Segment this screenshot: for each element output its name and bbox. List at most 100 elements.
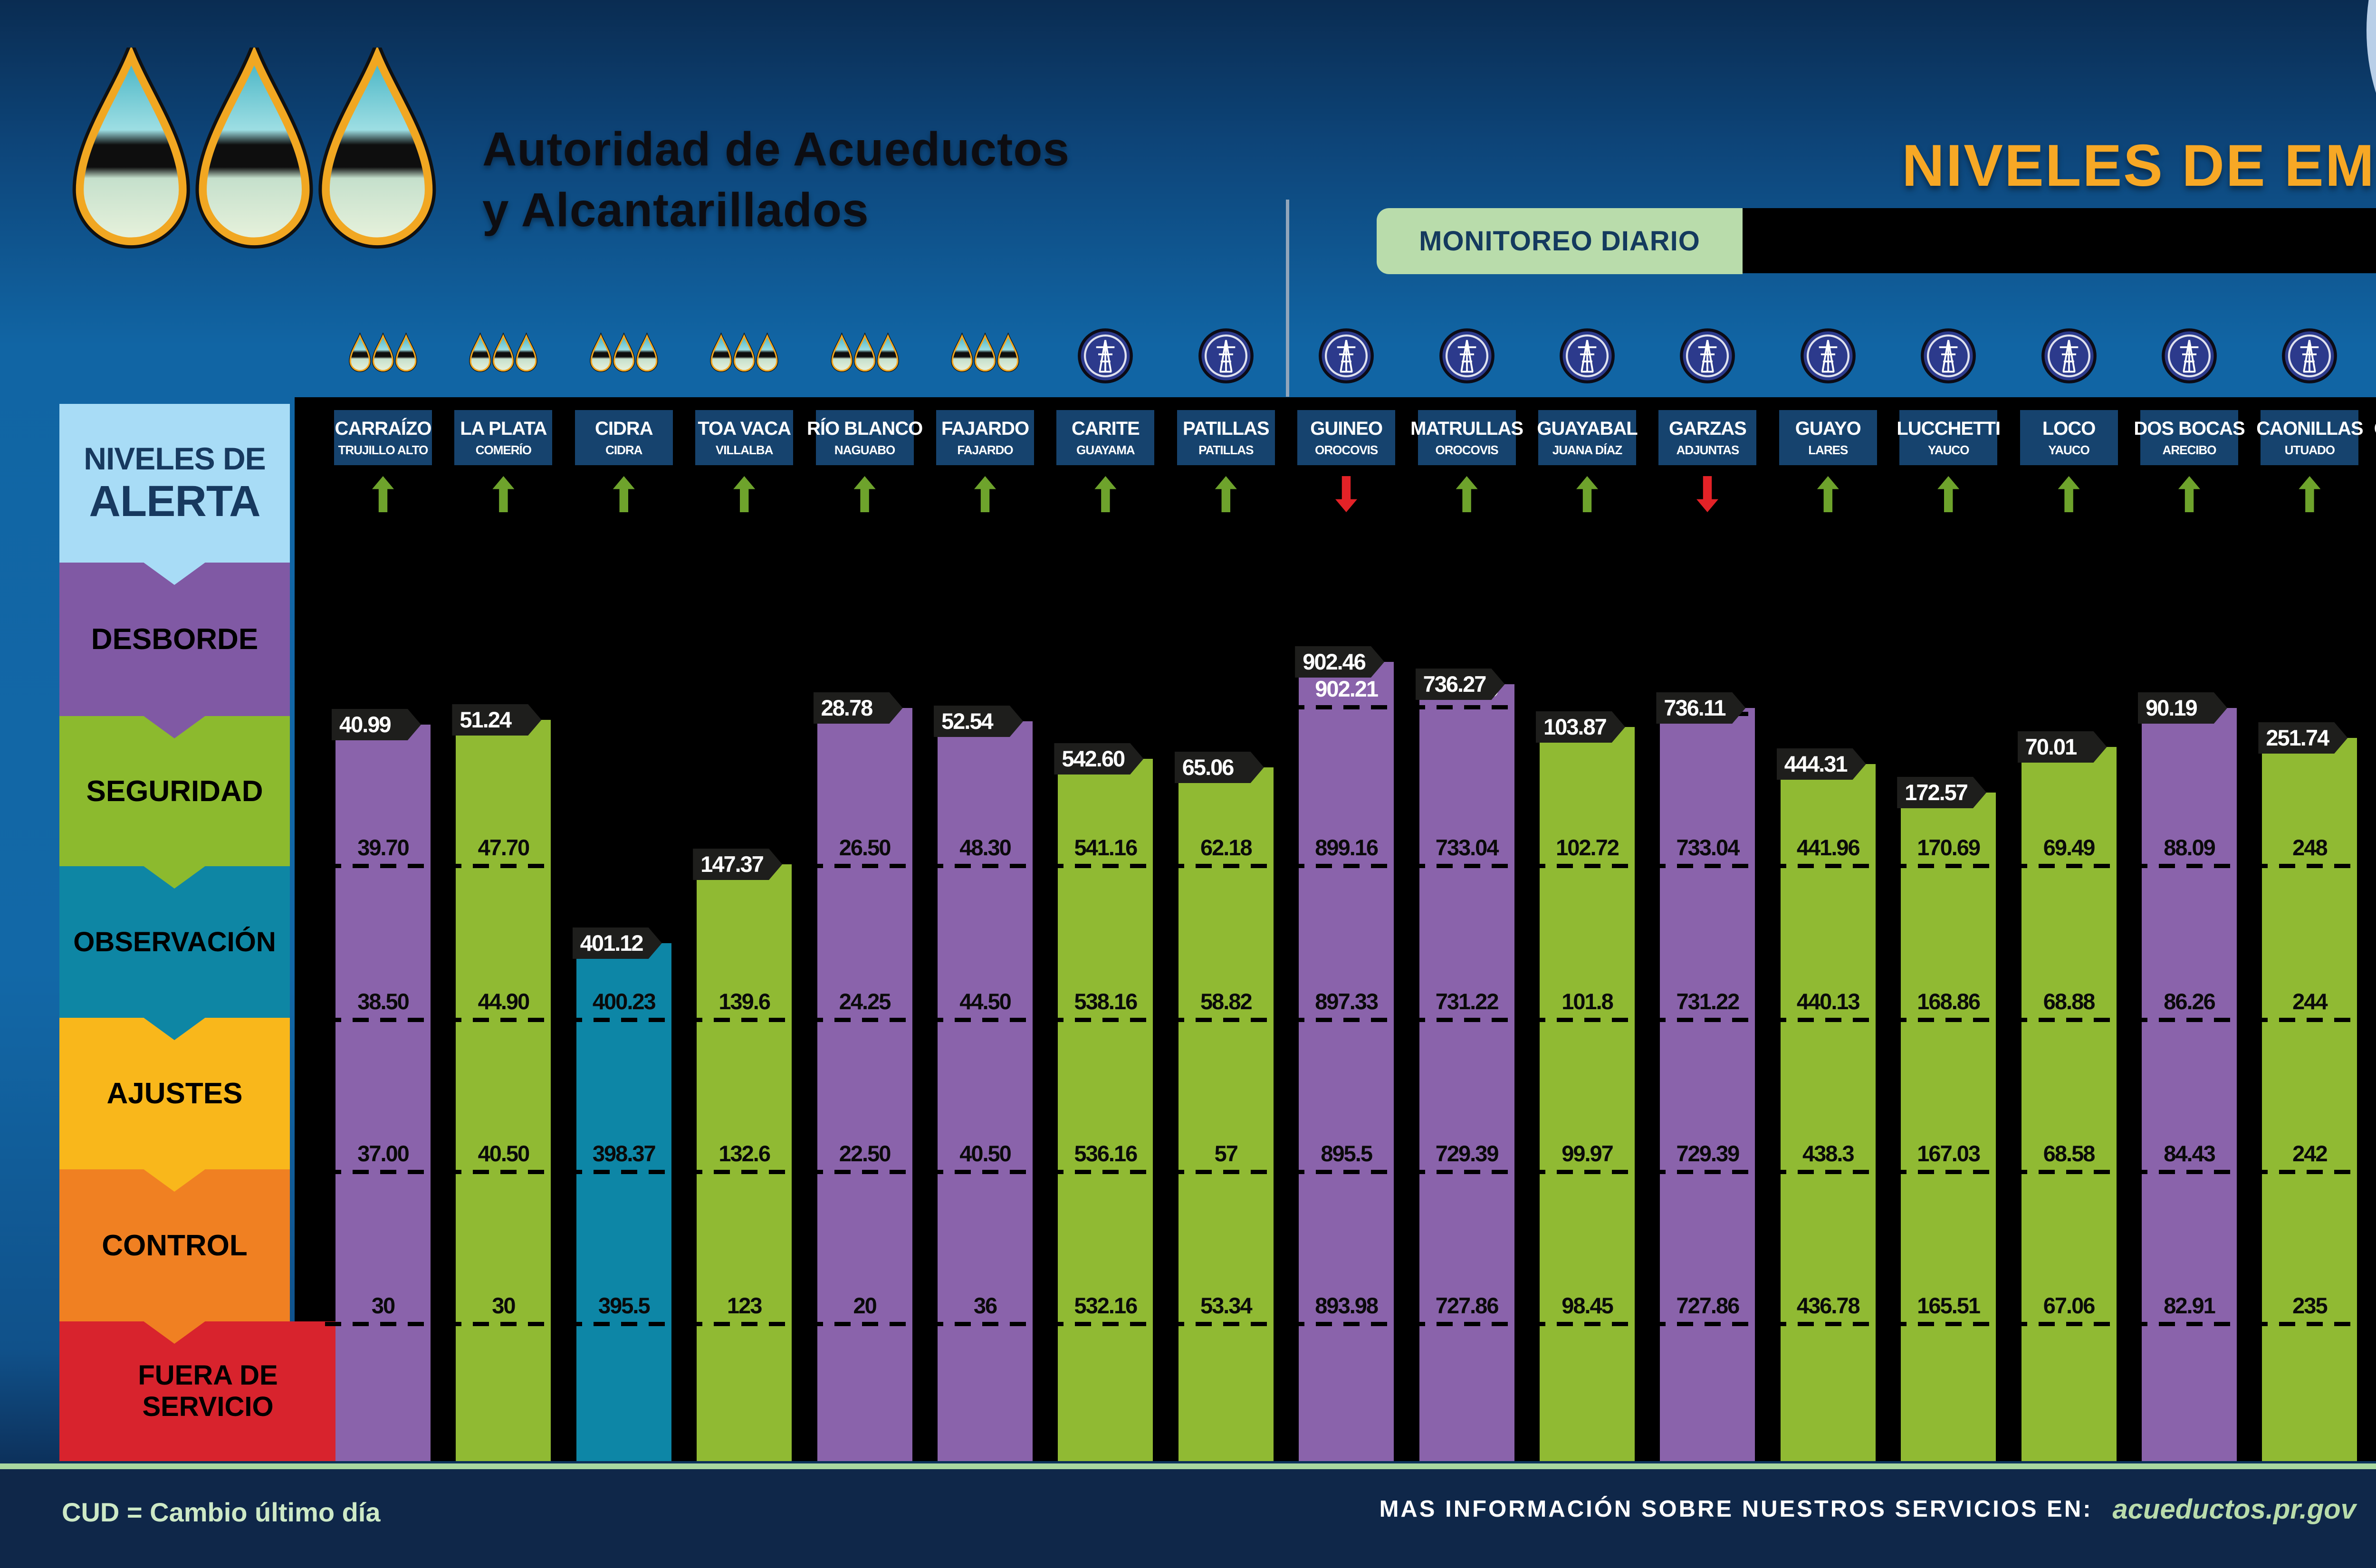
threshold-value: 123 bbox=[727, 1293, 762, 1318]
reservoir-header: GARZAS ADJUNTAS bbox=[1658, 410, 1757, 465]
reservoir-column-carraizo: CARRAÍZO TRUJILLO ALTO 39.70 38.50 37.00 30 4… bbox=[322, 328, 444, 1461]
threshold-line bbox=[2372, 1018, 2376, 1022]
threshold-value: 44.90 bbox=[478, 989, 530, 1014]
level-bar bbox=[1780, 764, 1876, 1461]
threshold-line bbox=[2372, 1322, 2376, 1326]
reservoir-name: TOA VACA bbox=[698, 418, 791, 439]
threshold-value: 102.72 bbox=[1556, 835, 1619, 860]
threshold-value: 897.33 bbox=[1315, 989, 1379, 1014]
threshold-line bbox=[1168, 1170, 1284, 1174]
level-bar bbox=[1058, 759, 1153, 1461]
reservoir-column-dos-bocas: DOS BOCAS ARECIBO 88.09 86.26 84.43 82.91 90.… bbox=[2128, 328, 2250, 1461]
threshold-line bbox=[1770, 1018, 1886, 1022]
threshold-line bbox=[1890, 1322, 2007, 1326]
reservoir-column-loco: LOCO YAUCO 69.49 68.88 68.58 67.06 70.01 bbox=[2008, 328, 2130, 1461]
threshold-line bbox=[1649, 1170, 1766, 1174]
reservoir-column-toa-vaca: TOA VACA VILLALBA 139.6 132.6 123 147.37 bbox=[683, 328, 805, 1461]
reservoir-municipality: TRUJILLO ALTO bbox=[338, 442, 429, 457]
threshold-value: 190 bbox=[2372, 988, 2376, 1014]
threshold-value: 441.96 bbox=[1796, 835, 1860, 860]
threshold-line bbox=[806, 864, 923, 868]
threshold-line bbox=[565, 1170, 682, 1174]
threshold-line bbox=[1288, 1170, 1405, 1174]
threshold-line bbox=[2251, 1322, 2368, 1326]
threshold-line bbox=[1649, 1018, 1766, 1022]
reservoir-municipality: ARECIBO bbox=[2162, 442, 2217, 457]
threshold-line bbox=[806, 1170, 923, 1174]
threshold-line bbox=[445, 864, 562, 868]
aee-seal-icon bbox=[1318, 328, 1389, 384]
threshold-line bbox=[325, 1170, 441, 1174]
aee-seal-icon bbox=[1800, 328, 1871, 384]
level-bar bbox=[2262, 738, 2357, 1461]
threshold-value: 727.86 bbox=[1435, 1293, 1499, 1318]
page-title-light: NIVELES DE bbox=[1902, 133, 2285, 199]
aee-seal-icon bbox=[2041, 328, 2112, 384]
website-link[interactable]: acueductos.pr.gov bbox=[2112, 1493, 2356, 1525]
reservoir-header: MATRULLAS OROCOVIS bbox=[1410, 410, 1523, 465]
level-bar bbox=[938, 721, 1033, 1461]
reservoir-municipality: FAJARDO bbox=[957, 442, 1013, 457]
threshold-value: 235 bbox=[2292, 1293, 2328, 1318]
reservoir-header: CARITE GUAYAMA bbox=[1056, 410, 1155, 465]
threshold-line bbox=[445, 1018, 562, 1022]
reservoir-column-guayabal: GUAYABAL JUANA DÍAZ 102.72 101.8 99.97 98.45… bbox=[1526, 328, 1648, 1461]
reservoir-header: CAONILLAS UTUADO bbox=[2256, 410, 2364, 465]
reservoir-header: LOCO YAUCO bbox=[2020, 410, 2118, 465]
current-level-tag: 65.06 bbox=[1174, 752, 1264, 783]
threshold-value: 170.69 bbox=[1917, 835, 1981, 860]
aee-seal-icon bbox=[1198, 328, 1269, 384]
threshold-line bbox=[565, 1322, 682, 1326]
current-level-tag: 103.87 bbox=[1536, 711, 1625, 743]
threshold-value: 244 bbox=[2292, 989, 2328, 1014]
reservoir-name: FAJARDO bbox=[941, 418, 1029, 439]
level-bar bbox=[335, 725, 431, 1461]
threshold-line bbox=[1047, 1170, 1164, 1174]
aaa-logo-icon bbox=[709, 332, 780, 388]
threshold-line bbox=[1288, 1018, 1405, 1022]
threshold-line bbox=[445, 1322, 562, 1326]
threshold-line bbox=[1770, 1170, 1886, 1174]
current-level-tag: 51.24 bbox=[452, 704, 542, 736]
threshold-line bbox=[1408, 1018, 1525, 1022]
threshold-value: 30 bbox=[492, 1293, 516, 1318]
reservoir-name: LOCO bbox=[2042, 418, 2096, 439]
threshold-line bbox=[2251, 864, 2368, 868]
legend-title-line2: ALERTA bbox=[89, 477, 260, 526]
level-fuera-de-servicio: FUERA DE SERVICIO bbox=[59, 1321, 356, 1461]
threshold-value: 68.88 bbox=[2043, 989, 2096, 1014]
trend-up-arrow-icon bbox=[1817, 476, 1839, 512]
threshold-line bbox=[1408, 1170, 1525, 1174]
reservoir-column-guineo: GUINEO OROCOVIS 899.16 897.33 895.5 893.98 90… bbox=[1285, 328, 1407, 1461]
threshold-value: 67.06 bbox=[2043, 1293, 2096, 1318]
threshold-line bbox=[686, 1322, 803, 1326]
reservoir-name: MATRULLAS bbox=[1410, 418, 1523, 439]
reservoir-municipality: PATILLAS bbox=[1198, 442, 1254, 457]
threshold-line bbox=[2251, 1170, 2368, 1174]
footer-bar bbox=[0, 1469, 2376, 1568]
threshold-value: 69.49 bbox=[2043, 835, 2096, 860]
threshold-line bbox=[2251, 1018, 2368, 1022]
threshold-value: 22.50 bbox=[839, 1141, 891, 1166]
threshold-value: 53.34 bbox=[1200, 1293, 1253, 1318]
threshold-value: 88.09 bbox=[2164, 835, 2216, 860]
threshold-line bbox=[1288, 1322, 1405, 1326]
threshold-value: 727.86 bbox=[1676, 1293, 1740, 1318]
reservoir-municipality: NAGUABO bbox=[834, 442, 895, 457]
reservoir-header: LA PLATA COMERÍO bbox=[454, 410, 553, 465]
threshold-line bbox=[806, 1322, 923, 1326]
threshold-line bbox=[1047, 1018, 1164, 1022]
legend-title: NIVELES DE ALERTA bbox=[59, 404, 290, 563]
level-bar bbox=[576, 943, 671, 1461]
reservoir-header: DOS BOCAS ARECIBO bbox=[2134, 410, 2245, 465]
header-divider bbox=[1286, 200, 1289, 397]
reservoir-column-matrullas: MATRULLAS OROCOVIS 733.04 731.22 729.39 727.… bbox=[1406, 328, 1528, 1461]
threshold-line bbox=[1770, 1322, 1886, 1326]
threshold-value: 242 bbox=[2292, 1141, 2328, 1166]
threshold-value: 40.50 bbox=[959, 1141, 1012, 1166]
reservoir-header: GUINEO OROCOVIS bbox=[1297, 410, 1396, 465]
reservoir-column-cidra: CIDRA CIDRA 400.23 398.37 395.5 401.12 bbox=[563, 328, 685, 1461]
threshold-line bbox=[686, 1170, 803, 1174]
threshold-value: 98.45 bbox=[1562, 1293, 1614, 1318]
